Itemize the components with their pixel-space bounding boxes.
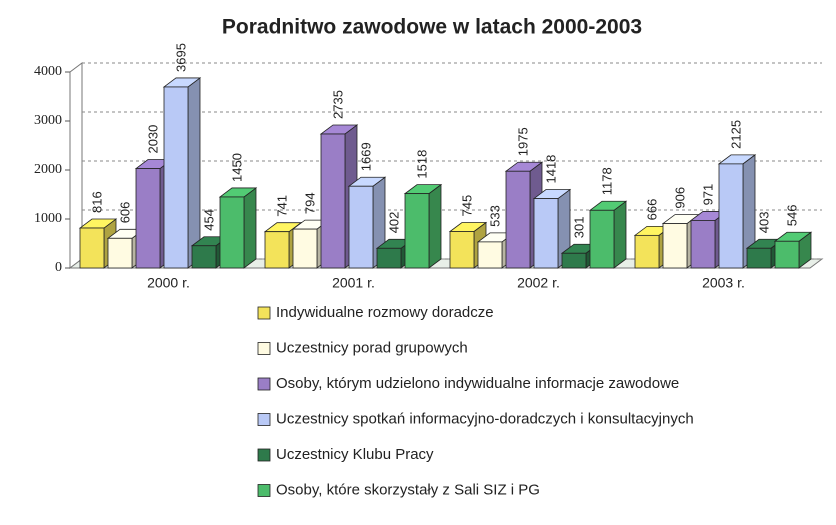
bar	[348, 185, 374, 269]
legend-label: Uczestnicy Klubu Pracy	[276, 446, 434, 463]
bar	[264, 231, 290, 269]
bar-side	[243, 187, 257, 269]
bar	[404, 193, 430, 269]
data-label: 906	[672, 187, 687, 209]
bar	[376, 247, 402, 269]
y-tick-label: 3000	[34, 113, 62, 128]
bar	[191, 245, 217, 269]
data-label: 816	[89, 191, 104, 213]
bar	[449, 231, 475, 269]
data-label: 2125	[728, 120, 743, 149]
data-label: 606	[117, 202, 132, 224]
data-label: 403	[756, 212, 771, 234]
data-label: 3695	[173, 43, 188, 72]
data-label: 666	[644, 199, 659, 221]
data-label: 794	[302, 192, 317, 214]
data-label: 546	[784, 205, 799, 227]
data-label: 301	[571, 217, 586, 239]
data-label: 533	[487, 205, 502, 227]
x-tick-label: 2003 r.	[702, 275, 745, 291]
legend-label: Uczestnicy spotkań informacyjno-doradczy…	[276, 410, 694, 427]
bar	[561, 252, 587, 269]
bar	[163, 86, 189, 269]
bar	[662, 223, 688, 269]
legend-swatch	[257, 413, 271, 426]
data-label: 1975	[515, 127, 530, 156]
x-tick-label: 2001 r.	[332, 275, 375, 291]
bar	[589, 209, 615, 269]
y-tick-label: 1000	[34, 211, 62, 226]
bar	[219, 196, 245, 269]
legend-swatch	[257, 484, 271, 497]
legend-swatch	[257, 448, 271, 462]
data-label: 2735	[330, 90, 345, 119]
legend-swatch	[257, 377, 271, 391]
data-label: 971	[700, 184, 715, 206]
y-tick-label: 0	[55, 260, 62, 275]
bar	[746, 247, 772, 269]
bar	[774, 240, 800, 269]
bar	[533, 198, 559, 269]
bar	[718, 163, 744, 269]
bar	[79, 227, 105, 269]
legend-label: Osoby, które skorzystały z Sali SIZ i PG	[276, 481, 540, 498]
bar	[107, 237, 133, 269]
data-label: 1418	[543, 155, 558, 184]
data-label: 1518	[414, 150, 429, 179]
y-tick-label: 2000	[34, 162, 62, 177]
bar-side	[187, 77, 201, 269]
legend-label: Uczestnicy porad grupowych	[276, 339, 468, 356]
y-tick-label: 4000	[34, 64, 62, 79]
chart-title: Poradnitwo zawodowe w latach 2000-2003	[222, 16, 642, 39]
data-label: 1669	[358, 142, 373, 171]
legend-swatch	[257, 342, 271, 355]
bar	[292, 228, 318, 269]
bar-side	[428, 183, 442, 269]
data-label: 402	[386, 212, 401, 234]
data-label: 454	[201, 209, 216, 231]
bar-side	[613, 200, 627, 269]
bar	[505, 170, 531, 269]
legend-swatch	[257, 306, 271, 320]
bar	[477, 241, 503, 269]
data-label: 741	[274, 195, 289, 217]
bar	[320, 133, 346, 269]
data-label: 2030	[145, 125, 160, 154]
data-label: 745	[459, 195, 474, 217]
x-tick-label: 2000 r.	[147, 275, 190, 291]
bar	[690, 220, 716, 269]
bar	[634, 234, 660, 269]
x-tick-label: 2002 r.	[517, 275, 560, 291]
legend-label: Osoby, którym udzielono indywidualne inf…	[276, 375, 679, 392]
legend-label: Indywidualne rozmowy doradcze	[276, 304, 494, 321]
data-label: 1178	[599, 167, 614, 195]
bar	[135, 168, 161, 269]
data-label: 1450	[229, 153, 244, 182]
